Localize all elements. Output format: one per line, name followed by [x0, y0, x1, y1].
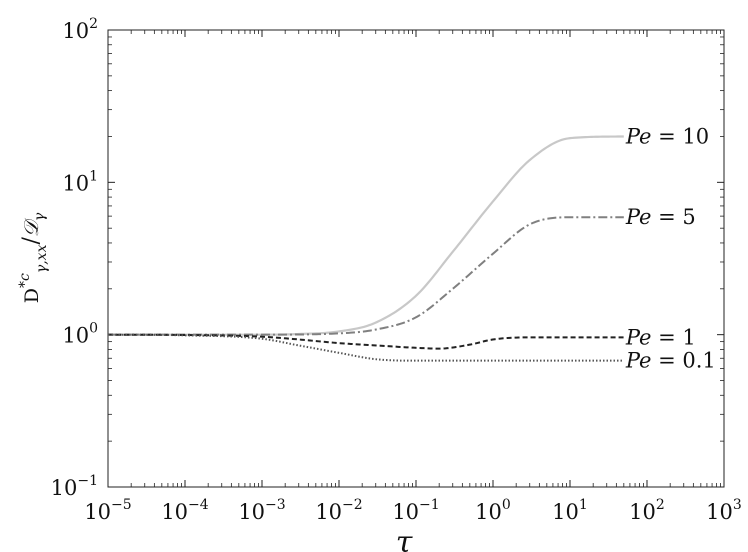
series-label: Pe = 5 — [625, 205, 696, 229]
series-line — [108, 216, 624, 336]
y-title-sup: *c — [17, 273, 33, 288]
x-tick-label: 10−4 — [161, 497, 208, 524]
y-tick-label: 102 — [62, 16, 98, 43]
y-title-sub: γ,xx — [34, 244, 50, 273]
x-tick-label: 10−5 — [84, 497, 131, 524]
y-tick-label: 10−1 — [51, 473, 98, 500]
x-tick-label: 103 — [706, 497, 742, 524]
series-line — [108, 333, 624, 350]
series-line — [108, 135, 624, 336]
y-title-d: D — [21, 288, 43, 303]
y-title-sub2: γ — [32, 212, 48, 221]
y-title-slash: / — [19, 237, 44, 245]
series-group — [107, 135, 624, 362]
x-tick-label: 101 — [552, 497, 588, 524]
x-tick-label: 102 — [629, 497, 665, 524]
y-tick-label: 100 — [62, 321, 98, 348]
axis-ticks: 10−5 10−4 10−3 10−2 10−1 100 101 102 103 10−1 100 1… — [51, 16, 742, 524]
x-tick-label: 100 — [475, 497, 511, 524]
x-tick-label: 10−3 — [238, 497, 285, 524]
x-tick-label: 10−1 — [392, 497, 439, 524]
series-label: Pe = 10 — [625, 124, 709, 148]
label-group: Pe = 10 Pe = 5 Pe = 1Pe = 0.1 — [625, 124, 716, 372]
y-tick-label: 101 — [62, 168, 98, 195]
x-axis-title: τ — [396, 525, 413, 552]
series-label: Pe = 1 — [625, 325, 696, 349]
plot-frame — [107, 29, 725, 488]
svg-text:D*cγ,xx/𝒟γ: D*cγ,xx/𝒟γ — [17, 212, 50, 303]
series-line — [107, 333, 624, 362]
x-tick-label: 10−2 — [315, 497, 362, 524]
y-title-dcal: 𝒟 — [19, 217, 43, 237]
y-axis-title: D*cγ,xx/𝒟γ — [17, 212, 50, 303]
series-label: Pe = 0.1 — [625, 349, 716, 373]
